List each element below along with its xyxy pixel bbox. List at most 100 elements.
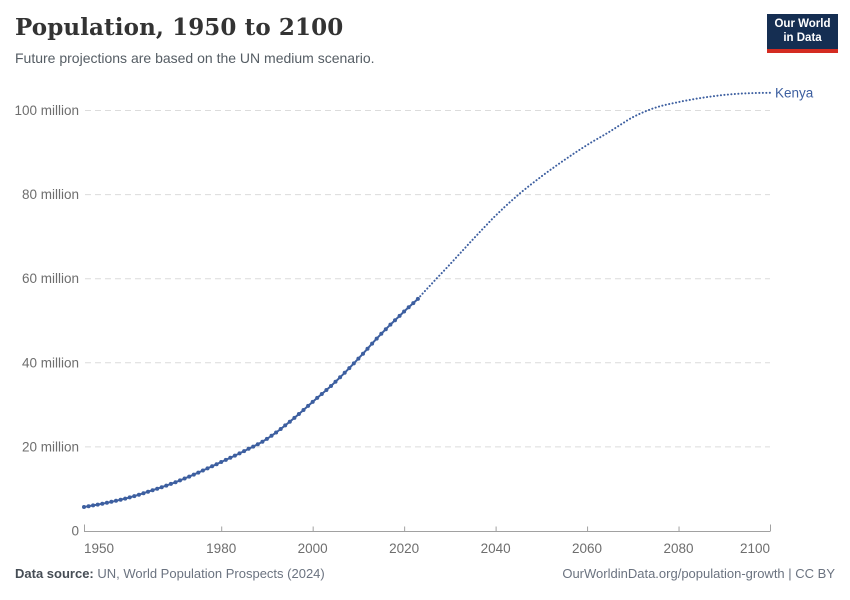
series-point[interactable] [406, 305, 411, 310]
series-point[interactable] [301, 408, 306, 412]
series-point[interactable] [237, 451, 242, 456]
series-point[interactable] [296, 412, 301, 416]
series-point[interactable] [356, 356, 361, 361]
y-tick-label: 60 million [22, 271, 79, 286]
series-point[interactable] [164, 483, 169, 488]
series-point[interactable] [246, 446, 251, 451]
series-point[interactable] [264, 436, 269, 441]
series-point[interactable] [365, 346, 370, 351]
series-point[interactable] [136, 492, 141, 497]
series-point[interactable] [150, 488, 155, 493]
x-tick-label: 1980 [206, 541, 236, 556]
y-tick-label: 0 [71, 524, 79, 539]
series-point[interactable] [278, 427, 283, 431]
series-point[interactable] [287, 419, 292, 424]
series-point[interactable] [310, 399, 315, 404]
series-point[interactable] [306, 403, 311, 408]
series-point[interactable] [342, 370, 347, 375]
series-point[interactable] [155, 486, 160, 491]
x-tick-label: 2040 [481, 541, 511, 556]
series-point[interactable] [123, 496, 128, 501]
series-point[interactable] [379, 331, 384, 336]
series-point[interactable] [205, 466, 210, 471]
series-point[interactable] [251, 444, 256, 449]
series-point[interactable] [219, 460, 224, 464]
series-point[interactable] [397, 313, 402, 318]
series-point[interactable] [283, 423, 288, 428]
series-point[interactable] [210, 464, 215, 469]
y-tick-label: 40 million [22, 355, 79, 370]
owid-logo-line1: Our World [774, 18, 831, 30]
series-point[interactable] [329, 384, 333, 388]
series-point[interactable] [319, 392, 324, 396]
series-line-projection[interactable] [416, 91, 771, 300]
series-point[interactable] [141, 491, 146, 496]
y-tick-label: 20 million [22, 439, 79, 454]
owid-logo[interactable]: Our World in Data [767, 14, 838, 53]
series-point[interactable] [232, 453, 237, 458]
series-point[interactable] [269, 433, 274, 438]
x-tick-label: 2000 [298, 541, 328, 556]
x-tick-label: 1950 [84, 541, 114, 556]
series-point[interactable] [91, 503, 96, 508]
series-point[interactable] [187, 474, 192, 479]
series-point[interactable] [374, 336, 379, 341]
series-point[interactable] [95, 502, 100, 507]
series-point[interactable] [146, 489, 150, 494]
series-point[interactable] [383, 327, 388, 332]
series-point[interactable] [260, 439, 265, 444]
series-point[interactable] [109, 499, 114, 504]
series-point[interactable] [159, 485, 164, 490]
x-tick-label: 2060 [572, 541, 602, 556]
series-point[interactable] [255, 442, 260, 447]
series-point[interactable] [351, 361, 356, 366]
series-point[interactable] [361, 351, 365, 356]
series-point[interactable] [182, 476, 187, 481]
series-point[interactable] [411, 301, 416, 306]
series-point[interactable] [104, 500, 109, 505]
series-point[interactable] [86, 504, 91, 509]
series-point[interactable] [82, 505, 86, 509]
data-source-note: Data source: UN, World Population Prospe… [15, 566, 325, 581]
series-kenya[interactable] [82, 91, 771, 509]
series-point[interactable] [402, 309, 407, 314]
series-point[interactable] [196, 470, 201, 475]
series-point[interactable] [324, 388, 329, 392]
series-point[interactable] [333, 379, 338, 384]
series-point[interactable] [191, 472, 196, 477]
footer-citation-link[interactable]: OurWorldinData.org/population-growth | C… [562, 566, 835, 581]
data-source-text: UN, World Population Prospects (2024) [93, 566, 325, 581]
series-point[interactable] [132, 494, 137, 499]
series-point[interactable] [200, 468, 205, 473]
series-point[interactable] [242, 449, 247, 454]
series-point[interactable] [315, 395, 320, 400]
chart-footer: Data source: UN, World Population Prospe… [15, 566, 835, 581]
series-point[interactable] [292, 415, 297, 420]
series-point[interactable] [168, 481, 173, 486]
series-point[interactable] [127, 495, 132, 500]
series-point[interactable] [214, 462, 219, 467]
series-point[interactable] [370, 341, 375, 346]
owid-logo-line2: in Data [783, 31, 822, 44]
series-point[interactable] [118, 497, 123, 502]
series-point[interactable] [274, 430, 279, 435]
y-tick-label: 80 million [22, 187, 79, 202]
series-point[interactable] [415, 296, 420, 301]
series-point[interactable] [173, 480, 178, 485]
series-end-label[interactable]: Kenya [775, 85, 814, 100]
series-point[interactable] [388, 322, 393, 327]
x-tick-label: 2100 [740, 541, 770, 556]
series-point[interactable] [178, 478, 182, 483]
chart-header: Population, 1950 to 2100 Future projecti… [15, 14, 755, 66]
series-point[interactable] [228, 455, 233, 460]
series-point[interactable] [347, 366, 352, 371]
x-tick-label: 2080 [664, 541, 694, 556]
y-tick-label: 100 million [14, 103, 79, 118]
series-point[interactable] [338, 375, 343, 380]
series-line-historical[interactable] [83, 298, 419, 508]
x-tick-label: 2020 [389, 541, 419, 556]
series-point[interactable] [100, 501, 105, 506]
series-point[interactable] [393, 318, 397, 323]
series-point[interactable] [223, 457, 228, 462]
series-point[interactable] [114, 498, 118, 503]
